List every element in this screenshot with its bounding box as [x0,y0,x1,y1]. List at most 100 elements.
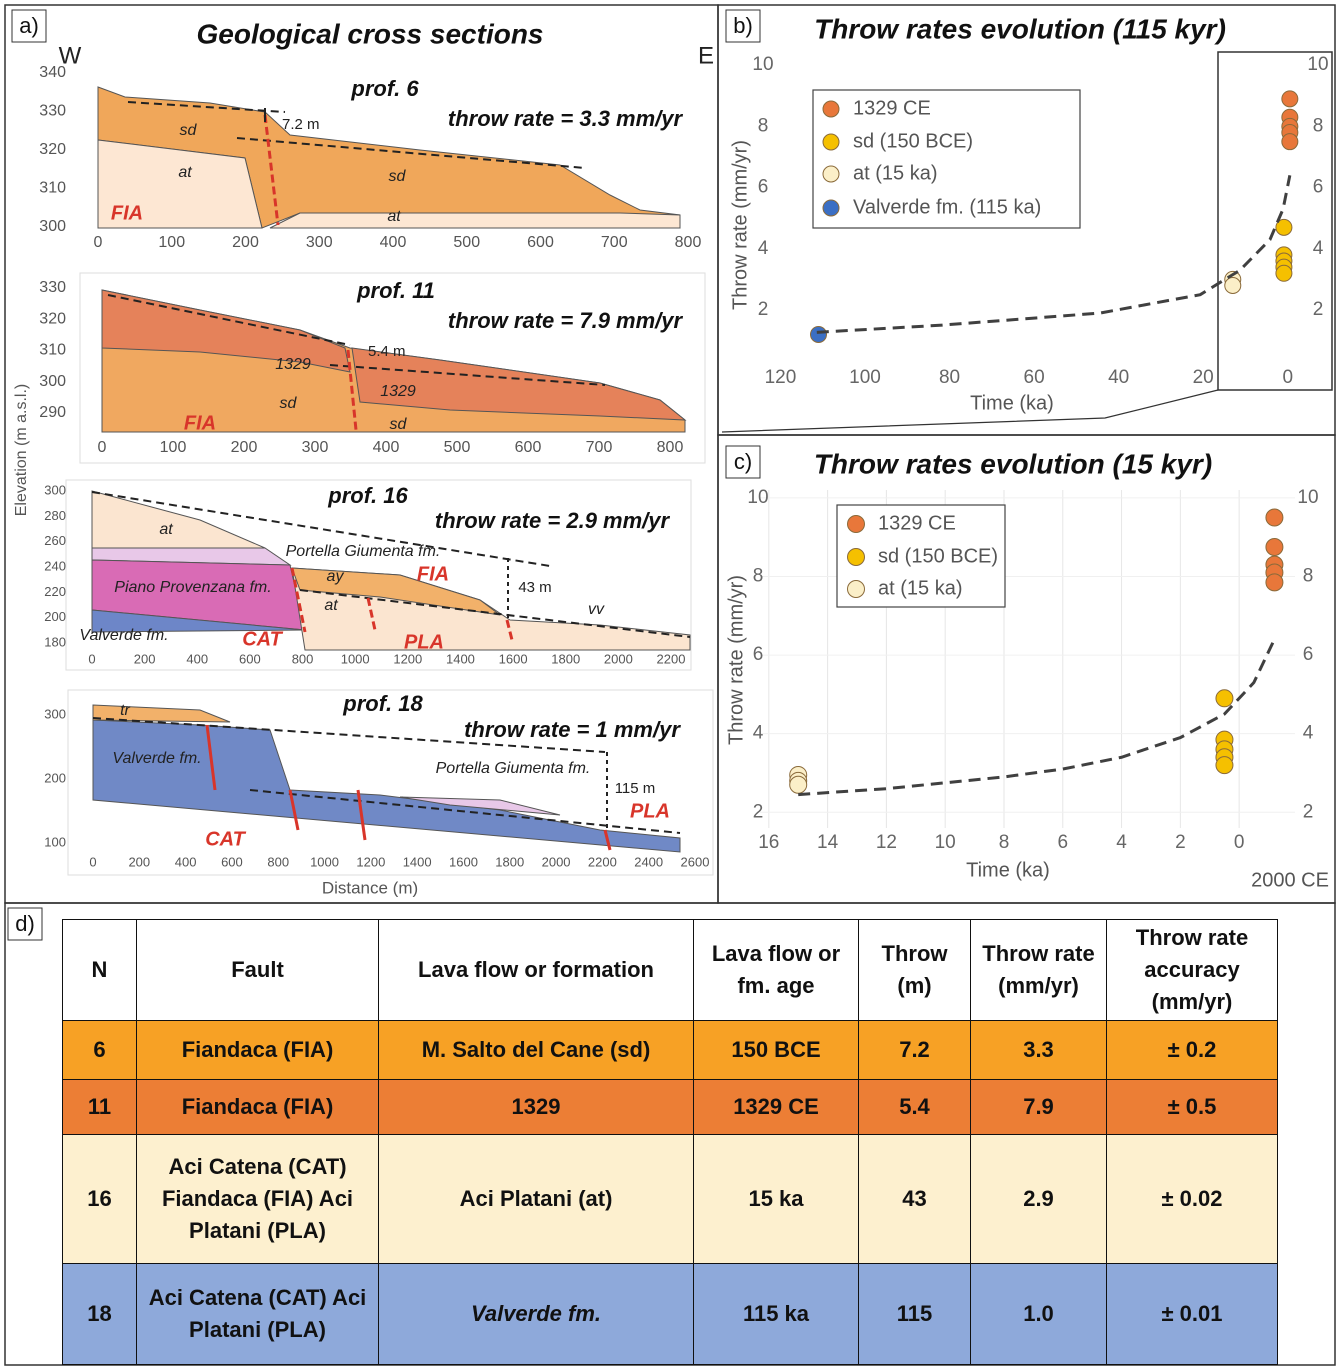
table-cell: 7.2 [859,1021,971,1080]
data-point [1225,278,1241,294]
throw-rate: throw rate = 2.9 mm/yr [435,508,671,533]
table-cell: ± 0.2 [1107,1021,1278,1080]
x-tick-label: 16 [758,832,779,853]
x-tick-label: 500 [453,234,480,251]
header-cell: Throw rate (mm/yr) [971,920,1107,1021]
x-tick-label: 2600 [681,854,710,869]
unit-label: sd [180,122,198,139]
x-tick-label: 12 [876,832,897,853]
header-row: NFaultLava flow or formationLava flow or… [63,920,1278,1021]
unit-label: sd [390,416,408,433]
table-row: 16Aci Catena (CAT) Fiandaca (FIA) Aci Pl… [63,1135,1278,1264]
unit-label: PLA [630,800,670,822]
data-point [1282,91,1298,107]
y-tick-label: 320 [39,141,66,158]
y-tick-label: 220 [44,584,66,599]
table-cell: 15 ka [694,1135,859,1264]
unit-label: Piano Provenzana fm. [114,579,271,596]
data-point [1266,509,1283,526]
x-tick-label: 1400 [446,651,475,666]
data-point [811,326,827,342]
unit-label: vv [588,601,605,618]
x-tick-label: 2400 [634,854,663,869]
x-tick-label: 120 [765,367,797,388]
y2-tick-label: 8 [1313,115,1324,136]
zoom-box [1218,52,1332,390]
y2-tick-label: 2 [1303,801,1314,822]
x-tick-label: 700 [586,439,613,456]
y-tick-label: 300 [44,482,66,497]
table-cell: 6 [63,1021,137,1080]
trend-line [798,639,1274,794]
throw-rate: throw rate = 3.3 mm/yr [448,106,684,131]
y-tick-label: 2 [753,801,764,822]
x-tick-label: 200 [231,439,258,456]
panel-label: d) [15,911,35,936]
x-tick-label: 1000 [310,854,339,869]
unit-label: CAT [242,628,283,650]
y-tick-label: 8 [753,565,764,586]
x-tick-label: 6 [1057,832,1068,853]
table-cell: 18 [63,1264,137,1365]
x-axis-title: Distance (m) [322,878,418,897]
legend-label: Valverde fm. (115 ka) [853,196,1041,218]
figure: a) b) c) d) Geological cross sections El… [0,0,1340,1368]
x-end-label: 2000 CE [1251,869,1329,891]
x-tick-label: 200 [232,234,259,251]
table-cell: 1329 CE [694,1080,859,1135]
chart-title: Throw rates evolution (115 kyr) [814,13,1226,44]
x-tick-label: 1000 [341,651,370,666]
x-tick-label: 400 [175,854,197,869]
x-tick-label: 2200 [588,854,617,869]
y-axis-title: Throw rate (mm/yr) [729,140,751,310]
x-tick-label: 100 [158,234,185,251]
unit-label: 43 m [518,579,551,596]
y-tick-label: 300 [39,373,66,390]
unit-label: 115 m [615,780,656,797]
panel-title: Geological cross sections [196,18,543,49]
table-cell: 1329 [379,1080,694,1135]
unit-label: Valverde fm. [112,750,201,767]
x-tick-label: 1200 [393,651,422,666]
x-tick-label: 600 [515,439,542,456]
legend-marker [848,581,865,598]
table-cell: 11 [63,1080,137,1135]
y-tick-label: 4 [753,723,764,744]
table-cell: 5.4 [859,1080,971,1135]
x-tick-label: 200 [134,651,156,666]
x-tick-label: 400 [373,439,400,456]
x-tick-label: 0 [89,854,96,869]
table-cell: 115 ka [694,1264,859,1365]
x-tick-label: 4 [1116,832,1127,853]
x-tick-label: 20 [1193,367,1214,388]
y-tick-label: 310 [39,342,66,359]
y2-tick-label: 10 [1307,54,1328,75]
y-tick-label: 300 [39,218,66,235]
table-cell: 16 [63,1135,137,1264]
header-cell: Throw rate accuracy (mm/yr) [1107,920,1278,1021]
x-tick-label: 2 [1175,832,1186,853]
x-tick-label: 2000 [542,854,571,869]
legend-label: 1329 CE [853,97,931,119]
y-tick-label: 200 [44,770,66,785]
legend-marker [848,549,865,566]
unit-label: E [698,42,714,69]
y2-tick-label: 10 [1297,487,1318,508]
legend-marker [848,516,865,533]
legend-label: 1329 CE [878,512,956,534]
x-tick-label: 1600 [449,854,478,869]
unit-label: at [387,208,401,225]
throw-rate: throw rate = 7.9 mm/yr [448,308,684,333]
y2-tick-label: 2 [1313,299,1324,320]
panel-label: b) [733,13,753,38]
y-tick-label: 6 [753,644,764,665]
x-tick-label: 40 [1108,367,1129,388]
unit-label: ay [327,568,345,585]
unit-label: tr [120,702,130,719]
x-tick-label: 400 [380,234,407,251]
legend-label: sd (150 BCE) [878,545,998,567]
x-tick-label: 14 [817,832,839,853]
unit-label: sd [280,395,298,412]
y-tick-label: 310 [39,180,66,197]
data-point [1216,690,1233,707]
